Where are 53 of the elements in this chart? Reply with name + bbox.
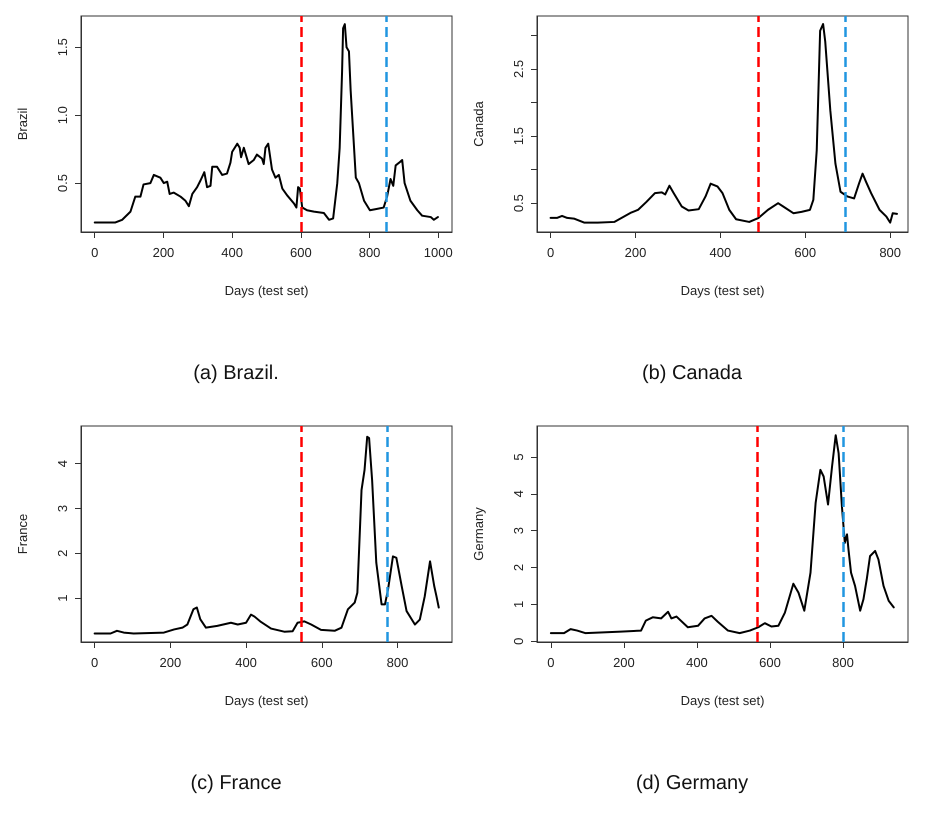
y-tick-label: 1.0 [55,106,70,124]
x-tick-label: 0 [91,655,98,670]
x-axis-title: Days (test set) [224,283,308,298]
x-tick-label: 0 [546,245,554,260]
y-tick-label: 3 [55,504,70,512]
text: (b) Canada [642,362,743,384]
y-axis-title: France [15,514,30,554]
x-tick-label: 400 [221,245,243,260]
line-series [94,23,439,224]
line-series [550,434,895,634]
y-tick-label: 2.5 [511,60,526,78]
text: (c) France [190,772,282,794]
y-tick-label: 4 [511,490,526,498]
x-tick-label: 0 [547,655,554,670]
text: (a) Brazil. [193,362,279,384]
x-tick-label: 1000 [424,245,453,260]
y-axis-title: Canada [471,100,486,147]
x-axis-title: Days (test set) [224,693,308,708]
y-axis-title: Germany [471,506,486,561]
y-tick-label: 2 [511,564,526,572]
x-tick-label: 200 [159,655,182,670]
x-tick-label: 200 [152,245,174,260]
y-tick-label: 3 [511,527,526,534]
x-tick-label: 800 [879,245,902,260]
y-tick-label: 2 [55,550,70,557]
y-tick-label: 0 [511,638,526,645]
y-tick-label: 0.5 [55,174,70,192]
x-tick-label: 600 [794,245,816,260]
y-tick-label: 1 [511,600,526,608]
x-axis-title: Days (test set) [680,693,764,708]
x-tick-label: 600 [310,655,333,670]
x-tick-label: 600 [759,655,781,670]
x-axis-title: Days (test set) [680,283,764,298]
text: (d) Germany [636,772,748,794]
line-series [94,436,440,634]
x-tick-label: 800 [358,245,380,260]
x-tick-label: 200 [613,655,635,670]
x-tick-label: 400 [686,655,708,670]
x-tick-label: 400 [235,655,257,670]
y-axis-title: Brazil [15,108,30,140]
y-tick-label: 1 [55,594,70,602]
y-tick-label: 4 [55,460,70,468]
x-tick-label: 400 [710,245,732,260]
y-tick-label: 5 [511,453,526,461]
y-tick-label: 1.5 [511,127,526,146]
line-series [550,23,898,224]
x-tick-label: 200 [624,245,646,260]
y-tick-label: 0.5 [511,194,526,212]
y-tick-label: 1.5 [55,38,70,56]
x-tick-label: 800 [386,655,408,670]
x-tick-label: 800 [832,655,854,670]
x-tick-label: 0 [91,245,98,260]
x-tick-label: 600 [290,245,312,260]
